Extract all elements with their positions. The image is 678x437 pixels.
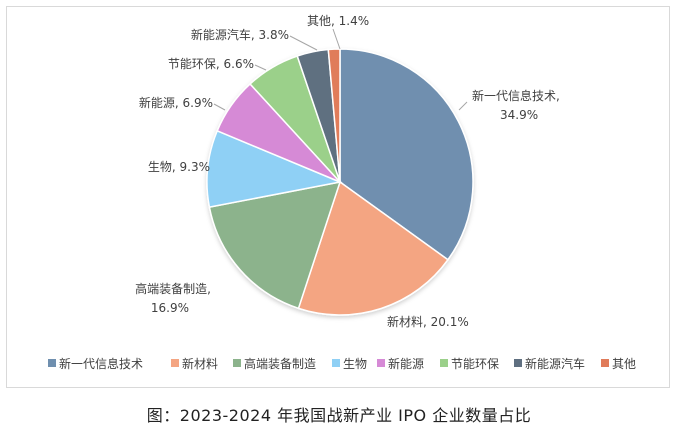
leader-line-8 <box>332 28 341 50</box>
legend-item-5: 新能源 <box>388 356 424 371</box>
legend-swatch-6 <box>440 359 448 367</box>
data-label-4: 生物, 9.3% <box>148 160 210 174</box>
legend-swatch-7 <box>514 359 522 367</box>
legend-swatch-1 <box>48 359 56 367</box>
legend-swatch-4 <box>332 359 340 367</box>
legend-item-3: 高端装备制造 <box>244 356 316 371</box>
leader-lines <box>213 28 468 111</box>
figure-caption: 图：2023-2024 年我国战新产业 IPO 企业数量占比 <box>146 406 532 425</box>
legend-swatch-5 <box>377 359 385 367</box>
legend-swatch-8 <box>601 359 609 367</box>
legend-item-8: 其他 <box>612 357 636 371</box>
legend-item-2: 新材料 <box>182 356 218 371</box>
legend-item-6: 节能环保 <box>451 357 499 371</box>
legend-swatch-3 <box>233 359 241 367</box>
leader-line-6 <box>254 64 267 71</box>
legend-swatch-2 <box>171 359 179 367</box>
pie-slice-2 <box>297 180 449 316</box>
data-label-8: 其他, 1.4% <box>307 14 369 28</box>
data-label-1: 新一代信息技术, 34.9% <box>472 88 560 122</box>
chart-legend: 新一代信息技术 新材料 高端装备制造 生物 新能源 节能环保 新能源汽车 其他 <box>48 356 636 371</box>
data-label-3: 高端装备制造, 16.9% <box>135 281 211 315</box>
data-label-7: 新能源汽车, 3.8% <box>191 27 289 42</box>
legend-item-1: 新一代信息技术 <box>59 356 143 371</box>
leader-line-5 <box>213 103 226 111</box>
pie-slice-3 <box>208 181 342 310</box>
leader-line-1 <box>458 101 468 111</box>
pie-slice-1 <box>339 48 474 261</box>
pie-chart: 新一代信息技术, 34.9% 新材料, 20.1% 高端装备制造, 16.9% 生物, 9… <box>48 14 636 371</box>
data-label-2: 新材料, 20.1% <box>387 314 469 329</box>
pie-slice-4 <box>206 129 343 209</box>
legend-item-4: 生物 <box>343 357 367 371</box>
pie-slices <box>206 48 474 316</box>
chart-frame: 新一代信息技术, 34.9% 新材料, 20.1% 高端装备制造, 16.9% 生物, 9… <box>6 6 670 388</box>
data-label-5: 新能源, 6.9% <box>139 95 213 110</box>
legend-item-7: 新能源汽车 <box>525 356 585 371</box>
leader-line-7 <box>289 35 318 51</box>
data-label-6: 节能环保, 6.6% <box>168 57 254 71</box>
data-labels: 新一代信息技术, 34.9% 新材料, 20.1% 高端装备制造, 16.9% 生物, 9… <box>135 14 560 329</box>
